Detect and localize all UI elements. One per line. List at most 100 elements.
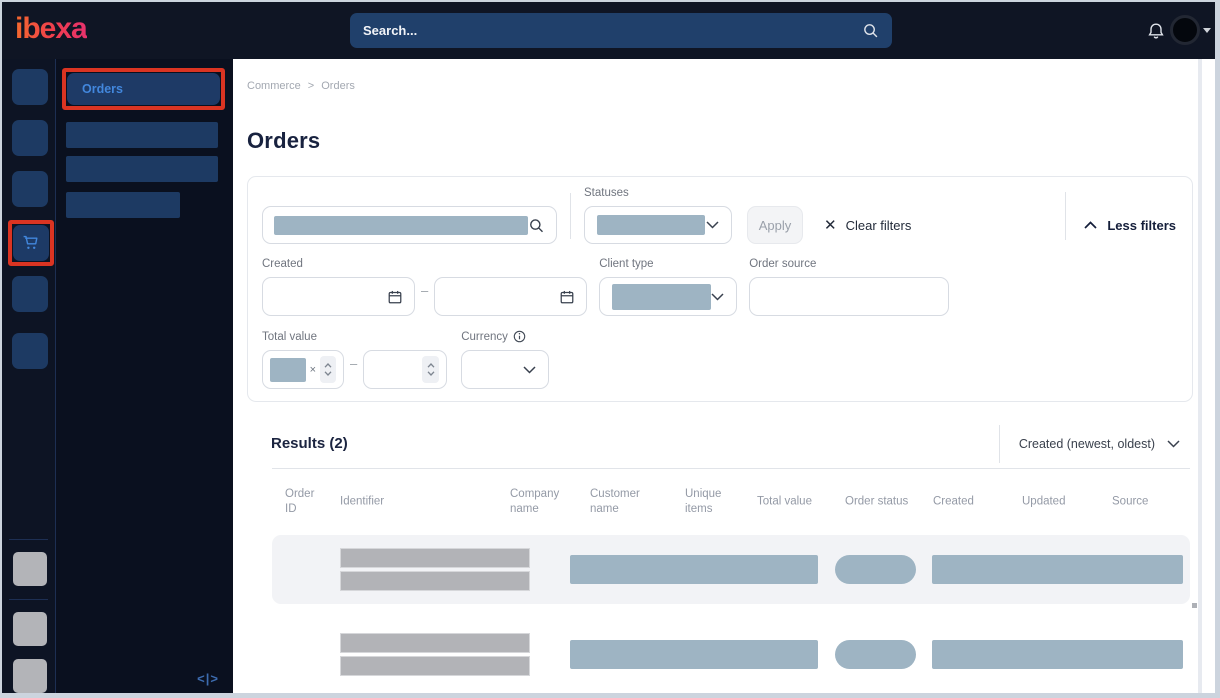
submenu-item-orders[interactable]: Orders: [67, 73, 220, 105]
bottom-icon-placeholder-3[interactable]: [13, 659, 47, 693]
total-value-min-input[interactable]: ×: [262, 350, 344, 389]
chevron-up-icon: [1084, 221, 1097, 229]
apply-button[interactable]: Apply: [747, 206, 803, 244]
number-stepper[interactable]: [422, 356, 440, 383]
statuses-value-placeholder: [597, 215, 705, 235]
search-value-placeholder: [274, 215, 529, 235]
order-source-input[interactable]: [749, 277, 950, 316]
rail-divider: [9, 539, 48, 540]
column-header-unique-items: Unique items: [685, 488, 722, 515]
column-header-updated: Updated: [1022, 495, 1066, 508]
filter-search-input[interactable]: [262, 206, 557, 244]
cart-icon: [23, 235, 38, 249]
total-value-max-input[interactable]: [363, 350, 448, 389]
info-icon[interactable]: [513, 330, 526, 343]
stepper-arrows-icon: [324, 363, 332, 376]
order-source-label: Order source: [749, 258, 817, 270]
column-header-company-name: Company name: [510, 488, 560, 515]
table-header-row: Order ID Identifier Company name Custome…: [272, 469, 1190, 535]
close-icon: ✕: [824, 217, 837, 234]
calendar-icon[interactable]: [559, 289, 575, 305]
currency-label: Currency: [461, 330, 508, 343]
dates-source-placeholder: [932, 640, 1183, 669]
user-avatar[interactable]: [1170, 15, 1200, 45]
sort-label: Created (newest, oldest): [1018, 436, 1155, 451]
breadcrumb-item-orders: Orders: [321, 80, 355, 92]
sort-control[interactable]: Created (newest, oldest): [998, 424, 1193, 463]
bottom-icon-placeholder-2[interactable]: [13, 612, 47, 646]
statuses-dropdown[interactable]: [584, 206, 732, 244]
calendar-icon[interactable]: [387, 289, 403, 305]
order-status-badge-placeholder: [835, 555, 916, 584]
less-filters-button[interactable]: Less filters: [1084, 206, 1178, 244]
range-separator: –: [421, 283, 429, 298]
breadcrumb-separator: >: [307, 80, 315, 92]
filter-divider: [570, 192, 571, 239]
currency-dropdown[interactable]: [461, 350, 550, 389]
range-separator: –: [350, 356, 358, 371]
orders-annotation-box: Orders: [62, 68, 225, 110]
chevron-down-icon: [1167, 439, 1180, 448]
filter-divider: [1065, 191, 1067, 240]
table-row[interactable]: [272, 535, 1190, 604]
nav-icon-placeholder-3[interactable]: [12, 171, 48, 207]
submenu-item-placeholder-3[interactable]: [66, 192, 180, 218]
sort-divider: [998, 424, 1000, 463]
search-icon[interactable]: [528, 217, 545, 234]
notifications-bell-icon[interactable]: [1147, 21, 1165, 41]
stepper-arrows-icon: [427, 363, 435, 376]
statuses-label: Statuses: [584, 187, 629, 199]
client-type-value-placeholder: [612, 283, 712, 310]
customer-data-placeholder: [570, 555, 818, 584]
clear-value-icon[interactable]: ×: [309, 363, 317, 376]
order-source-text[interactable]: [760, 289, 939, 304]
dates-source-placeholder: [932, 555, 1183, 584]
client-type-label: Client type: [599, 258, 654, 270]
created-to-input[interactable]: [434, 277, 588, 316]
main-content: Commerce > Orders Orders Statuses: [233, 59, 1215, 693]
created-from-input[interactable]: [262, 277, 415, 316]
identifier-placeholder: [340, 633, 530, 653]
filters-panel: Statuses Apply ✕ Clear filters: [247, 176, 1193, 402]
ibexa-logo: ibexa: [15, 12, 88, 45]
vertical-scrollbar[interactable]: [1198, 59, 1202, 693]
client-type-dropdown[interactable]: [599, 277, 738, 316]
submenu-item-placeholder-2[interactable]: [66, 156, 218, 182]
table-scroll-handle: [1192, 603, 1197, 608]
identifier-placeholder: [340, 656, 530, 676]
column-header-order-id: Order ID: [285, 488, 315, 515]
column-header-source: Source: [1112, 495, 1149, 508]
search-icon[interactable]: [862, 22, 879, 39]
breadcrumb-item-commerce[interactable]: Commerce: [247, 80, 301, 92]
nav-item-commerce[interactable]: [13, 225, 49, 261]
bottom-icon-placeholder-1[interactable]: [13, 552, 47, 586]
sidebar-icon-rail: [2, 59, 56, 693]
nav-icon-placeholder-5[interactable]: [12, 333, 48, 369]
global-search-input[interactable]: [363, 23, 862, 38]
nav-icon-placeholder-4[interactable]: [12, 276, 48, 312]
results-count-title: Results (2): [271, 435, 348, 452]
rail-divider: [9, 599, 48, 600]
user-menu-caret-icon[interactable]: [1203, 28, 1211, 33]
identifier-placeholder: [340, 548, 530, 568]
collapse-panel-icon[interactable]: <|>: [197, 671, 219, 686]
total-value-min-placeholder: [270, 357, 306, 382]
table-row[interactable]: [272, 620, 1190, 689]
column-header-customer-name: Customer name: [590, 488, 640, 515]
clear-filters-button[interactable]: ✕ Clear filters: [824, 206, 911, 244]
results-divider: [272, 468, 1190, 469]
commerce-annotation-box: [8, 220, 54, 266]
column-header-identifier: Identifier: [340, 495, 385, 508]
number-stepper[interactable]: [320, 356, 336, 383]
currency-label-row: Currency: [461, 330, 549, 343]
nav-icon-placeholder-1[interactable]: [12, 69, 48, 105]
chevron-down-icon: [711, 292, 724, 301]
global-search[interactable]: [350, 13, 892, 48]
total-value-label: Total value: [262, 331, 317, 343]
column-header-order-status: Order status: [845, 495, 909, 508]
nav-icon-placeholder-2[interactable]: [12, 120, 48, 156]
submenu-item-placeholder-1[interactable]: [66, 122, 218, 148]
page-title: Orders: [247, 128, 321, 153]
created-label: Created: [262, 258, 303, 270]
clear-filters-label: Clear filters: [845, 217, 912, 233]
